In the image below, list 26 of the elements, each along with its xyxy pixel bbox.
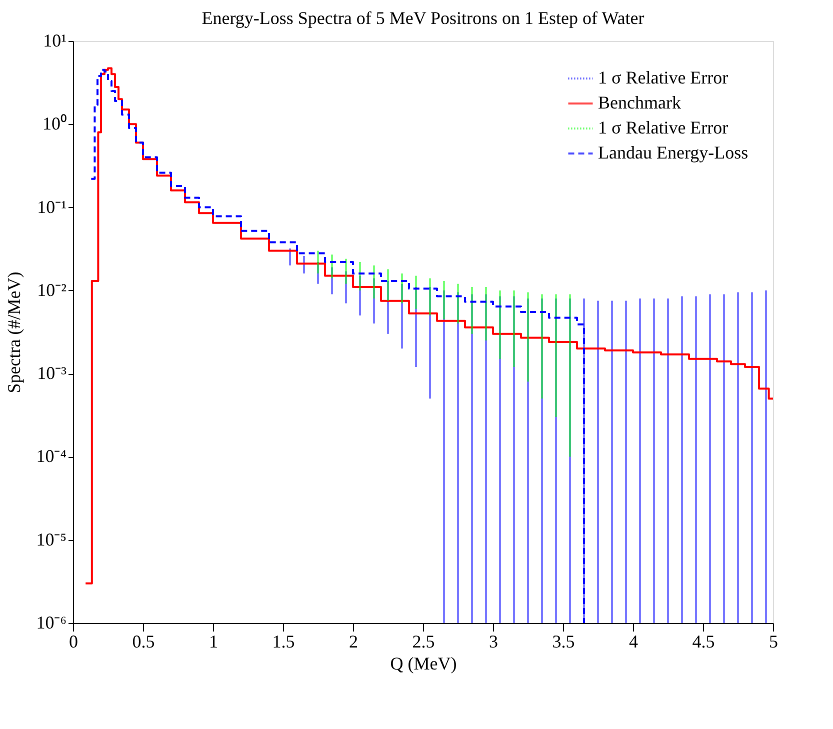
x-tick-label: 3 [489,632,498,652]
x-tick-label: 5 [769,632,778,652]
x-tick-label: 1.5 [272,632,295,652]
y-tick-label: 10⁻¹ [37,196,66,217]
y-tick-label: 10⁻⁴ [36,446,66,466]
legend-label: Benchmark [598,92,681,112]
x-tick-label: 3.5 [552,632,575,652]
x-tick-label: 2 [349,632,358,652]
x-axis-title: Q (MeV) [390,654,457,674]
y-tick-label: 10⁻³ [37,363,68,384]
y-tick-label: 10¹ [43,30,66,50]
y-tick-label: 10⁻⁶ [36,612,66,632]
x-tick-label: 4.5 [692,632,715,652]
y-tick-label: 10⁻⁵ [36,529,66,550]
legend-label: Landau Energy-Loss [598,142,748,162]
legend-label: 1 σ Relative Error [598,118,728,138]
x-tick-label: 4 [629,632,638,652]
x-tick-label: 2.5 [412,632,435,652]
chart-title: Energy-Loss Spectra of 5 MeV Positrons on 1 Estep of Water [202,8,644,28]
y-tick-label: 10⁻² [37,280,66,300]
x-tick-label: 0 [69,632,78,652]
legend-label: 1 σ Relative Error [598,68,728,88]
x-tick-label: 0.5 [132,632,155,652]
x-tick-label: 1 [209,632,218,652]
y-tick-label: 10⁰ [42,114,66,134]
y-axis-title: Spectra (#/MeV) [4,272,24,394]
